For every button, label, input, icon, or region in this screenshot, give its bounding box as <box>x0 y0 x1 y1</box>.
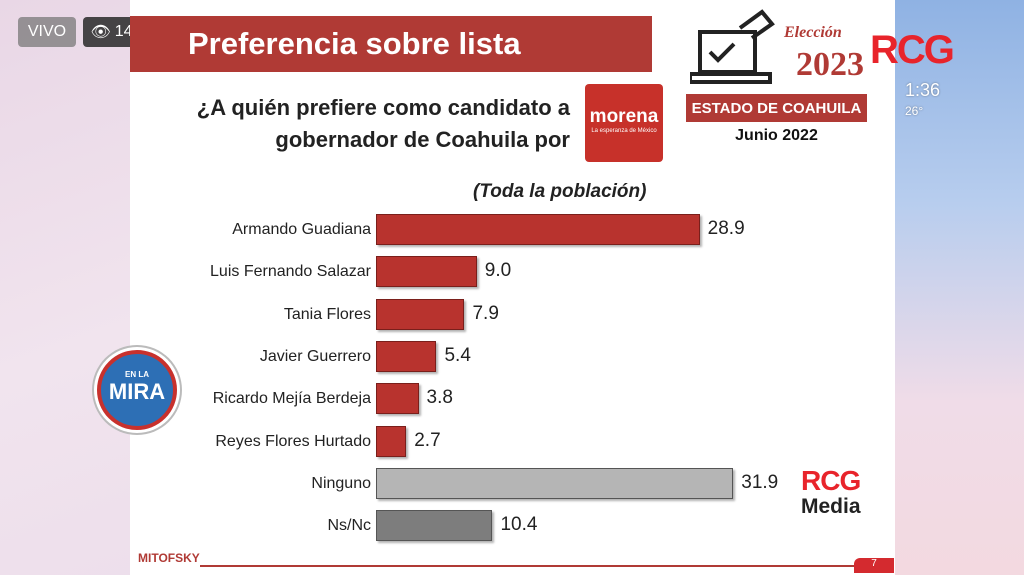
footer-line <box>200 565 854 567</box>
category-label: Ninguno <box>311 475 371 492</box>
rcg-media-sub: Media <box>801 495 861 518</box>
category-label: Reyes Flores Hurtado <box>215 433 371 450</box>
election-logo-line1: Elección <box>784 24 842 41</box>
data-label: 7.9 <box>472 303 499 324</box>
morena-tagline: La esperanza de México <box>591 128 657 134</box>
data-label: 9.0 <box>484 260 512 281</box>
eye-icon: 👁 <box>90 24 111 41</box>
bar <box>376 341 437 372</box>
bar <box>376 256 477 287</box>
chart-title: (Toda la población) <box>473 181 647 202</box>
rcg-logo: RCG <box>870 28 955 72</box>
show-logo-top: EN LA <box>125 370 149 379</box>
data-label: 2.7 <box>414 430 441 451</box>
data-label: 3.8 <box>426 387 453 408</box>
morena-logo-text: morena <box>589 106 659 127</box>
viewer-count-value: 14 <box>114 23 133 40</box>
date-label: Junio 2022 <box>735 127 818 144</box>
election-logo-year: 2023 <box>796 46 864 83</box>
category-label: Ns/Nc <box>327 517 371 534</box>
question: ¿A quién prefiere como candidato a gober… <box>196 95 570 152</box>
page-number: 7 <box>854 558 894 573</box>
clock: 1:36 <box>905 80 941 100</box>
en-la-mira-logo: EN LA MIRA <box>97 350 177 430</box>
rcg-media-logo: RCG Media <box>801 465 861 520</box>
bar <box>376 383 419 414</box>
data-label: 28.9 <box>707 218 745 239</box>
ballot-box-icon <box>690 9 775 84</box>
category-label: Javier Guerrero <box>259 348 371 365</box>
bar <box>376 510 493 541</box>
data-label: 31.9 <box>741 472 779 493</box>
data-label: 10.4 <box>500 514 538 535</box>
category-label: Luis Fernando Salazar <box>210 263 371 280</box>
category-label: Tania Flores <box>283 306 371 323</box>
temperature: 26° <box>905 104 924 118</box>
category-label: Ricardo Mejía Berdeja <box>212 390 371 407</box>
show-logo-main: MIRA <box>108 379 166 404</box>
morena-logo: morena La esperanza de México <box>585 84 663 162</box>
bar <box>376 468 734 499</box>
bar <box>376 426 407 457</box>
title-bar: Preferencia sobre lista <box>130 16 660 72</box>
mitofsky-logo: MITOFSKY <box>138 551 200 565</box>
state-label: ESTADO DE COAHUILA <box>686 94 867 122</box>
background-right <box>895 0 1024 575</box>
category-label: Armando Guadiana <box>232 221 371 238</box>
data-label: 5.4 <box>444 345 471 366</box>
rcg-media-brand: RCG <box>801 465 861 496</box>
live-badge: VIVO <box>18 17 76 47</box>
bar <box>376 299 465 330</box>
slide-title: Preferencia sobre lista <box>188 26 521 61</box>
bar <box>376 214 700 245</box>
